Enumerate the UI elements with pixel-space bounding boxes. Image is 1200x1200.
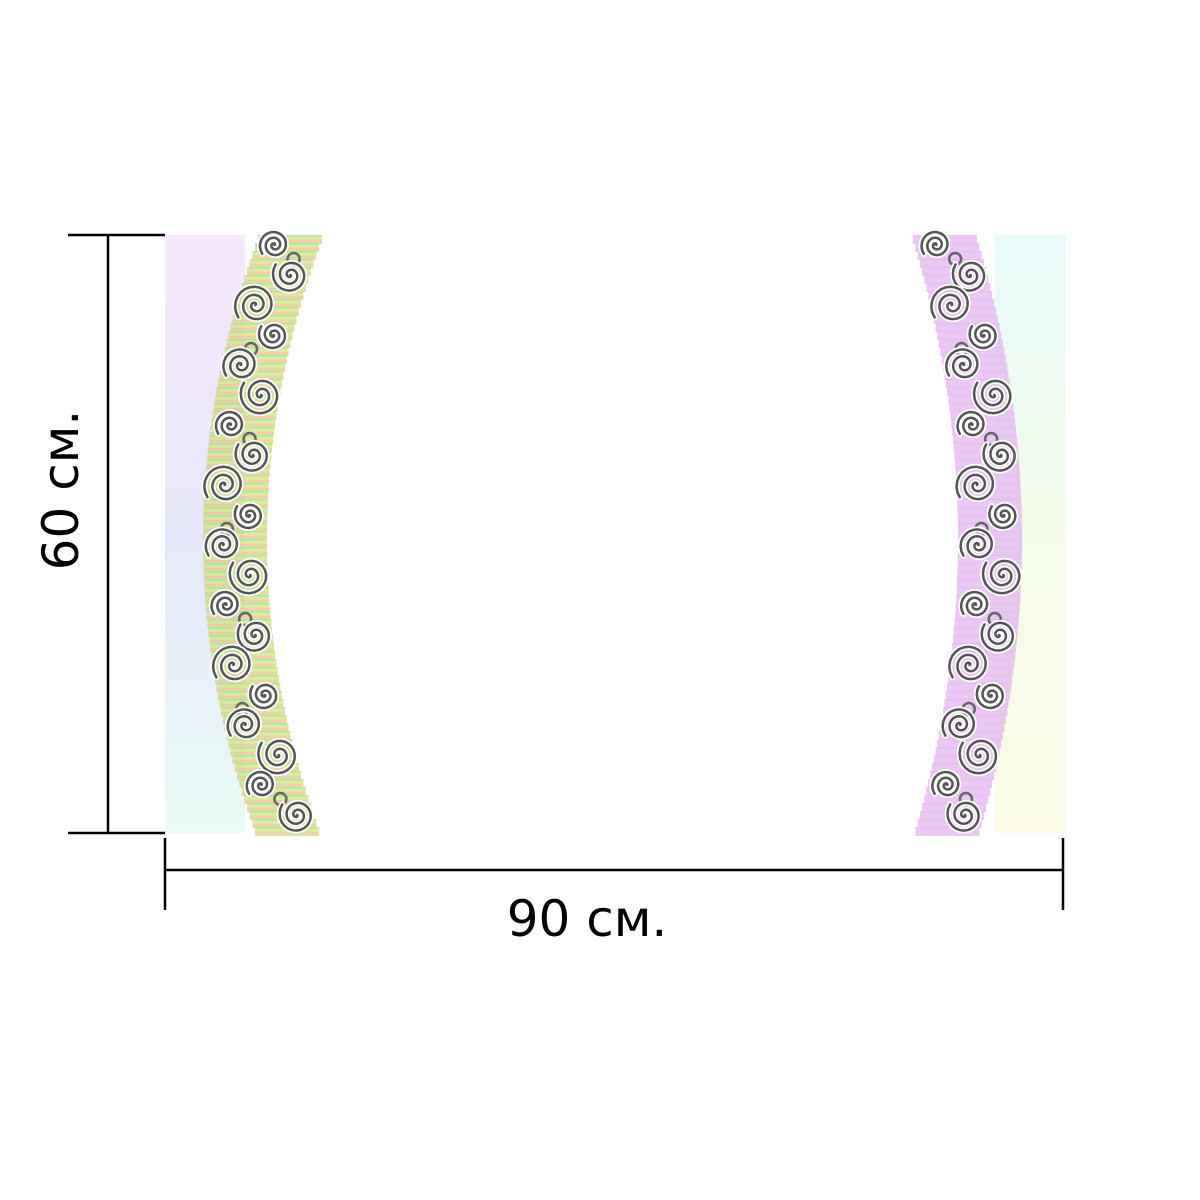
swirl: [972, 379, 1012, 415]
color-band: [955, 611, 1020, 620]
swirl: [968, 323, 997, 350]
swirl: [930, 285, 969, 321]
color-band: [204, 579, 269, 588]
swirl: [248, 683, 278, 710]
color-band: [255, 827, 320, 836]
swirl: [204, 528, 239, 559]
color-band: [226, 339, 291, 348]
swirl: [959, 590, 989, 617]
color-band: [935, 323, 1000, 332]
swirl: [228, 559, 268, 595]
swirl: [981, 559, 1021, 595]
color-band: [258, 235, 322, 244]
width-label: 90 см.: [507, 890, 668, 948]
color-band: [944, 371, 1009, 380]
swirl: [245, 770, 274, 797]
color-band: [230, 747, 295, 756]
color-band: [206, 611, 271, 620]
color-band: [226, 731, 291, 740]
swirl: [931, 770, 960, 797]
swirl: [203, 465, 242, 501]
swirl: [234, 441, 268, 472]
color-band: [232, 755, 297, 764]
color-band: [203, 523, 268, 532]
color-band: [203, 555, 268, 564]
color-band: [950, 659, 1015, 668]
swirl: [956, 410, 985, 437]
swirl: [222, 348, 256, 379]
swirl: [257, 739, 296, 775]
color-band: [928, 291, 993, 300]
swirl: [920, 230, 949, 257]
swirl: [233, 503, 262, 530]
swirl: [959, 528, 993, 559]
swirl: [951, 261, 986, 292]
color-band: [956, 483, 1021, 492]
color-band: [241, 787, 306, 796]
color-band: [212, 411, 277, 420]
swirl: [257, 323, 287, 350]
swirl: [980, 621, 1015, 652]
color-band: [957, 499, 1022, 508]
swirl: [278, 801, 312, 832]
swirl: [958, 739, 998, 775]
swirl: [226, 708, 261, 739]
color-band: [953, 627, 1018, 636]
color-band: [957, 555, 1022, 564]
swirl: [982, 441, 1016, 472]
color-band: [222, 715, 287, 724]
swirl: [944, 348, 979, 379]
swirl: [988, 503, 1017, 530]
color-band: [930, 771, 995, 780]
swirl: [946, 801, 980, 832]
color-band: [957, 523, 1022, 532]
swirl: [214, 410, 244, 437]
pattern: [165, 228, 1065, 836]
color-band: [209, 435, 274, 444]
height-label: 60 см.: [32, 410, 90, 571]
swirl: [271, 261, 306, 292]
swirl: [233, 285, 273, 321]
swirl: [948, 645, 987, 681]
color-band: [241, 283, 306, 292]
color-band: [211, 651, 276, 660]
color-band: [214, 395, 279, 404]
color-band: [924, 795, 989, 804]
color-band: [244, 795, 309, 804]
color-band: [204, 483, 269, 492]
color-band: [203, 499, 268, 508]
color-band: [933, 315, 998, 324]
color-band: [948, 395, 1013, 404]
color-band: [933, 755, 998, 764]
color-band: [947, 387, 1012, 396]
color-band: [956, 587, 1021, 596]
swirl: [975, 683, 1004, 710]
color-band: [249, 259, 314, 268]
swirl: [955, 465, 995, 501]
swirl: [941, 708, 975, 739]
color-band: [956, 475, 1021, 484]
color-band: [252, 251, 317, 260]
swirl: [239, 379, 279, 415]
color-band: [203, 563, 268, 572]
color-band: [207, 451, 272, 460]
color-band: [944, 699, 1009, 708]
swirl: [210, 590, 239, 617]
color-band: [948, 675, 1013, 684]
swirl: [236, 621, 271, 652]
swirl: [211, 645, 251, 681]
color-band: [915, 827, 980, 836]
color-band: [214, 675, 279, 684]
swirl: [258, 230, 288, 257]
color-band: [216, 683, 281, 692]
